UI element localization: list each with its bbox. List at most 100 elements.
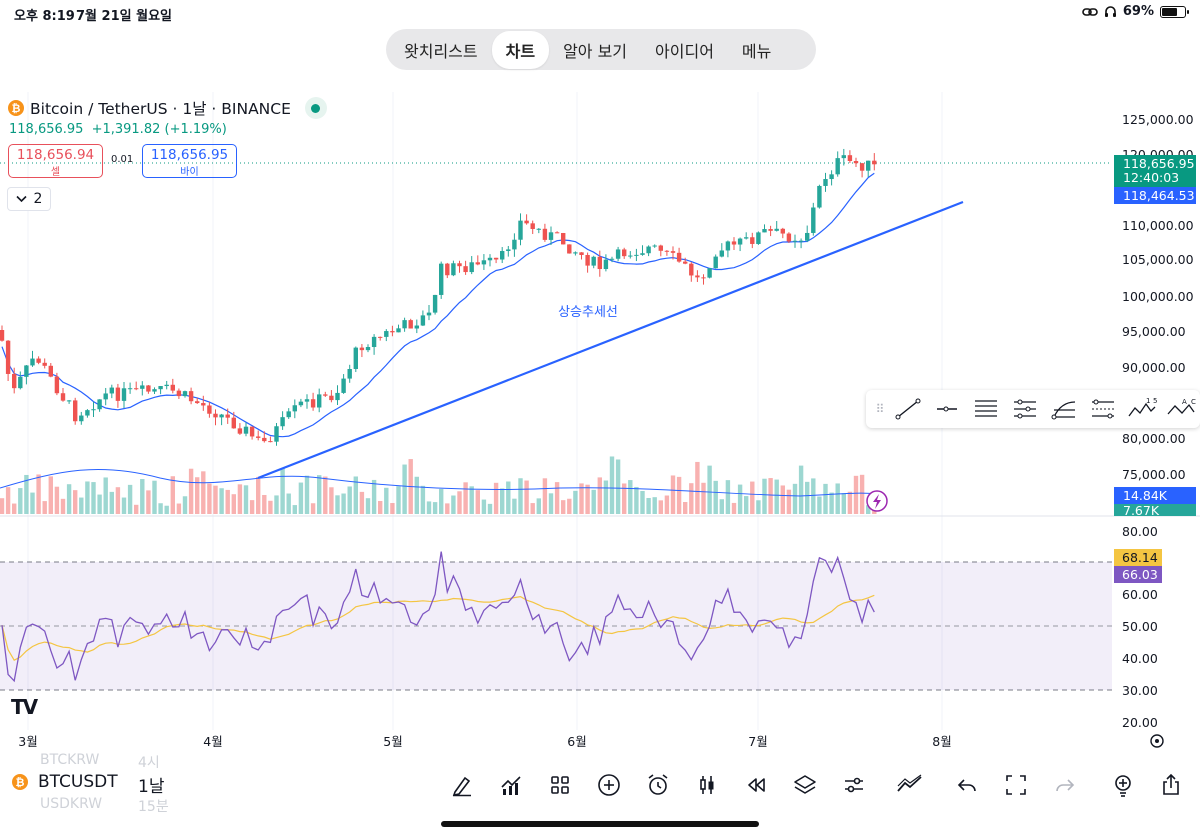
time-tick: 7월 — [748, 734, 767, 749]
volume-bar — [390, 503, 395, 514]
price-axis: 125,000.00 120,000.00 110,000.00 105,000… — [1122, 112, 1194, 482]
buy-button[interactable]: 118,656.95 바이 — [142, 144, 237, 178]
candle-body — [695, 275, 700, 278]
candle-body — [378, 336, 383, 338]
trend-line[interactable] — [257, 200, 964, 480]
ideas-bulb-icon[interactable] — [1108, 770, 1138, 800]
candle-body — [548, 232, 554, 240]
buy-price: 118,656.95 — [150, 147, 229, 163]
tab-chart[interactable]: 차트 — [491, 30, 550, 69]
time-tick: 5월 — [383, 734, 402, 749]
moving-average-line — [1, 172, 875, 438]
candle-body — [146, 385, 151, 392]
chart-settings-icon[interactable] — [1150, 734, 1164, 748]
candle-body — [841, 155, 846, 159]
ma-price-value: 118,464.53 — [1123, 188, 1195, 203]
candle-body — [298, 401, 304, 406]
drag-handle-icon[interactable]: ⠿ — [875, 402, 885, 416]
sell-button[interactable]: 118,656.94 셀 — [8, 144, 103, 178]
fullscreen-icon[interactable] — [1001, 770, 1031, 800]
candle-body — [310, 399, 316, 408]
volume-bar — [707, 465, 712, 514]
drawing-pen-icon[interactable] — [447, 770, 477, 800]
volume-bar — [567, 498, 572, 514]
trend-line-label: 상승추세선 — [558, 305, 618, 320]
rsi-axis: 80.00 60.00 50.00 40.00 30.00 20.00 — [1122, 524, 1158, 730]
symbol-header[interactable]: ₿ Bitcoin / TetherUS · 1날 · BINANCE — [8, 97, 327, 119]
alarm-clock-icon[interactable] — [643, 770, 673, 800]
undo-icon[interactable] — [952, 770, 982, 800]
candle-body — [195, 401, 200, 404]
trend-line-tool-icon[interactable] — [888, 392, 927, 426]
indicators-icon[interactable] — [496, 770, 526, 800]
candle-body — [158, 386, 163, 390]
candle-body — [847, 155, 853, 161]
candle-style-icon[interactable] — [692, 770, 722, 800]
indicators-collapse-button[interactable]: 2 — [7, 187, 51, 211]
candle-body — [54, 376, 60, 394]
tab-menu[interactable]: 메뉴 — [741, 41, 772, 61]
volume-bar — [219, 488, 224, 514]
parallel-channel-tool-icon[interactable] — [966, 392, 1005, 426]
settings-sliders-icon[interactable] — [839, 770, 869, 800]
symbol-selector[interactable]: ₿ BTCUSDT — [12, 772, 118, 792]
volume-bar — [780, 485, 785, 514]
sell-price: 118,656.94 — [16, 147, 95, 163]
volume-bar — [402, 464, 407, 514]
candle-body — [66, 400, 72, 402]
volume-bar — [66, 484, 72, 514]
candle-body — [463, 266, 468, 273]
headphones-icon — [1104, 6, 1116, 17]
volume-bar — [310, 503, 316, 514]
volume-bar — [54, 486, 60, 514]
compare-symbols-icon[interactable] — [895, 770, 925, 800]
candle-body — [451, 263, 456, 276]
volume-bar — [304, 475, 310, 514]
volume-badge — [1114, 487, 1196, 504]
volume-bar — [689, 483, 694, 514]
volume-bar — [792, 483, 798, 514]
candle-body — [121, 388, 127, 401]
layers-icon[interactable] — [790, 770, 820, 800]
volume-bar — [719, 499, 724, 514]
redo-icon[interactable] — [1050, 770, 1080, 800]
price-chart[interactable]: 상승추세선 125,000.00 120,000.00 110,000.00 1… — [0, 0, 1200, 760]
nav-tabs: 왓치리스트 차트 알아 보기 아이디어 메뉴 — [386, 29, 816, 70]
tab-explore[interactable]: 알아 보기 — [563, 41, 628, 61]
fib-fan-tool-icon[interactable] — [1044, 392, 1083, 426]
volume-bar — [268, 500, 273, 514]
candle-body — [304, 399, 310, 402]
volume-bar — [695, 461, 700, 514]
candle-body — [597, 256, 602, 270]
rsi-tick: 50.00 — [1122, 619, 1158, 634]
replay-icon[interactable] — [741, 770, 771, 800]
candle-body — [585, 254, 590, 266]
price-tick: 110,000.00 — [1122, 218, 1194, 233]
layout-grid-icon[interactable] — [545, 770, 575, 800]
candle-body — [744, 237, 749, 239]
volume-bar — [731, 502, 737, 514]
tab-ideas[interactable]: 아이디어 — [655, 41, 714, 61]
add-icon[interactable] — [594, 770, 624, 800]
market-status-icon[interactable] — [304, 97, 327, 119]
candle-body — [274, 426, 279, 442]
rsi-tick: 80.00 — [1122, 524, 1158, 539]
share-icon[interactable] — [1156, 770, 1186, 800]
tab-watchlist[interactable]: 왓치리스트 — [404, 41, 478, 61]
volume-bar — [134, 504, 139, 514]
interval-selector[interactable]: 1날 — [138, 777, 165, 797]
fib-retracement-tool-icon[interactable] — [1005, 392, 1044, 426]
candle-body — [237, 428, 243, 434]
volume-bar — [683, 502, 688, 514]
volume-bar — [170, 476, 175, 514]
last-price: 118,656.95 — [9, 122, 84, 137]
candle-body — [615, 249, 621, 259]
candle-body — [353, 347, 358, 370]
pitchfork-tool-icon[interactable] — [1083, 392, 1122, 426]
horizontal-ray-tool-icon[interactable] — [927, 392, 966, 426]
home-indicator[interactable] — [441, 821, 759, 827]
candle-body — [518, 220, 523, 240]
candle-body — [24, 365, 29, 377]
